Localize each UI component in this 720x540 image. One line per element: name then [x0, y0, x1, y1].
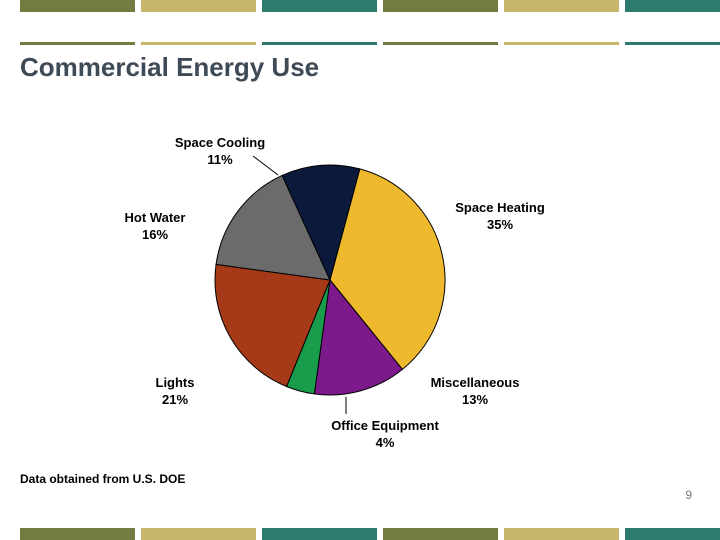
page-number: 9	[685, 488, 692, 502]
pie-label-line: Hot Water	[125, 210, 186, 227]
pie-label: Space Heating35%	[455, 200, 545, 234]
pie-label-line: Office Equipment	[331, 418, 439, 435]
pie-label-line: Space Cooling	[175, 135, 265, 152]
pie-label-line: Miscellaneous	[431, 375, 520, 392]
pie-label-line: 21%	[156, 392, 195, 409]
pie-label-line: 4%	[331, 435, 439, 452]
pie-label: Lights21%	[156, 375, 195, 409]
pie-label-line: 13%	[431, 392, 520, 409]
pie-label-line: 16%	[125, 227, 186, 244]
pie-label: Miscellaneous13%	[431, 375, 520, 409]
pie-label: Office Equipment4%	[331, 418, 439, 452]
pie-label-line: Space Heating	[455, 200, 545, 217]
data-source-footnote: Data obtained from U.S. DOE	[20, 472, 185, 486]
pie-label: Space Cooling11%	[175, 135, 265, 169]
pie-label-line: 35%	[455, 217, 545, 234]
pie-label-line: 11%	[175, 152, 265, 169]
pie-label-line: Lights	[156, 375, 195, 392]
pie-label: Hot Water16%	[125, 210, 186, 244]
